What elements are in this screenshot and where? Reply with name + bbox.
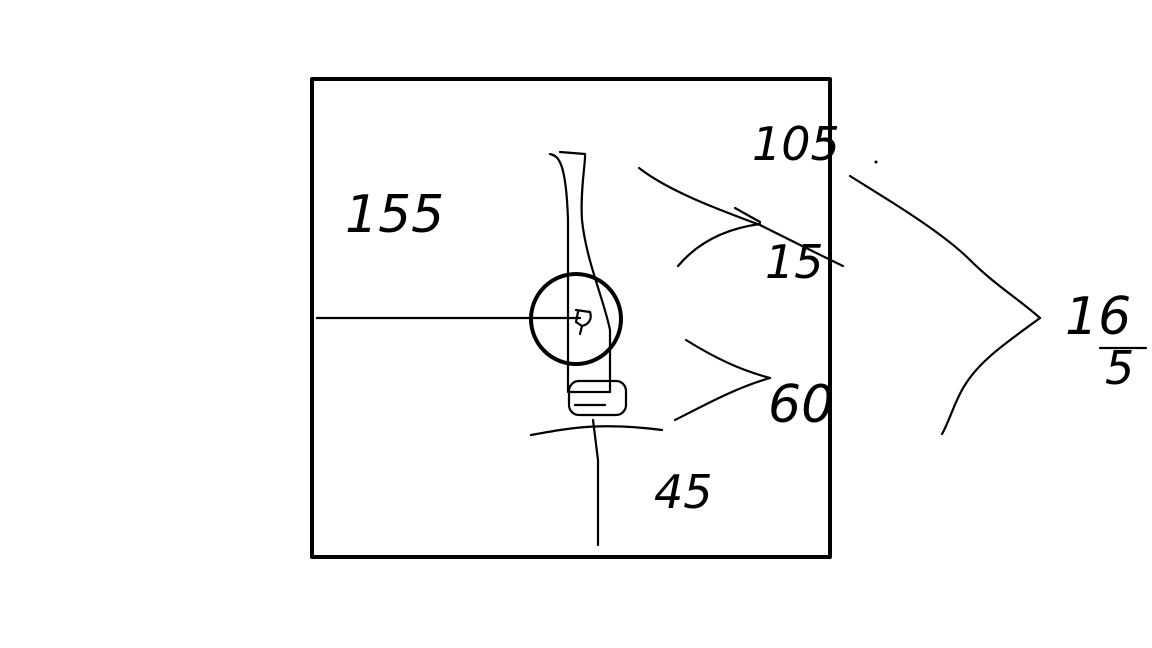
right-bracket-bottom bbox=[940, 316, 1042, 436]
mid-right-line-b bbox=[673, 376, 772, 422]
lower-vertical-line bbox=[591, 418, 600, 547]
label-15: 15 bbox=[765, 235, 824, 289]
label-105: 105 bbox=[752, 117, 840, 171]
mid-right-line-a bbox=[684, 338, 772, 380]
dot-mark bbox=[874, 160, 878, 164]
base-box bbox=[567, 379, 628, 417]
label-45: 45 bbox=[654, 465, 713, 519]
ground-arc bbox=[529, 425, 664, 437]
upper-right-line-b bbox=[676, 206, 762, 268]
frame-square bbox=[310, 77, 832, 559]
label-155: 155 bbox=[345, 185, 444, 245]
center-mark bbox=[574, 308, 592, 336]
center-circle bbox=[529, 272, 623, 366]
label-16: 16 bbox=[1065, 287, 1131, 347]
label-60: 60 bbox=[768, 375, 834, 435]
label-5: 5 bbox=[1105, 341, 1134, 395]
vertical-pole bbox=[548, 150, 612, 394]
right-bracket-top bbox=[848, 174, 1042, 320]
